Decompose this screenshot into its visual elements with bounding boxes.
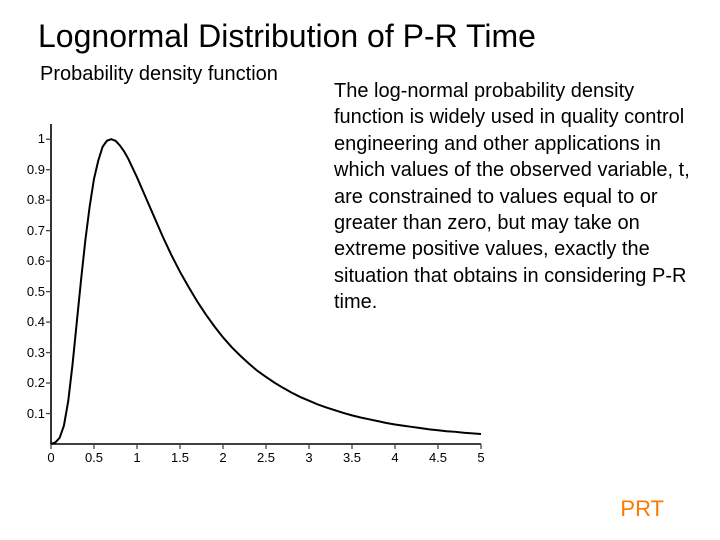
x-tick-label: 0 bbox=[36, 450, 66, 465]
x-tick-label: 2 bbox=[208, 450, 238, 465]
y-tick-label: 0.6 bbox=[15, 253, 45, 268]
x-tick-label: 0.5 bbox=[79, 450, 109, 465]
x-tick-label: 5 bbox=[466, 450, 496, 465]
y-tick-label: 0.9 bbox=[15, 162, 45, 177]
x-tick-label: 2.5 bbox=[251, 450, 281, 465]
x-tick-label: 4.5 bbox=[423, 450, 453, 465]
x-tick-label: 1 bbox=[122, 450, 152, 465]
footer-label: PRT bbox=[620, 496, 664, 522]
page-title: Lognormal Distribution of P-R Time bbox=[0, 0, 720, 55]
y-tick-label: 0.5 bbox=[15, 284, 45, 299]
y-tick-label: 0.2 bbox=[15, 375, 45, 390]
lognormal-chart: 0.1 0.2 0.3 0.4 0.5 0.6 0.7 0.8 0.9 1 0 0.5 1 1.5 2 2.5… bbox=[6, 114, 496, 474]
x-tick-label: 3.5 bbox=[337, 450, 367, 465]
x-tick-label: 3 bbox=[294, 450, 324, 465]
y-tick-label: 0.4 bbox=[15, 314, 45, 329]
chart-svg bbox=[6, 114, 496, 474]
y-tick-label: 0.1 bbox=[15, 406, 45, 421]
x-tick-label: 1.5 bbox=[165, 450, 195, 465]
y-tick-label: 0.8 bbox=[15, 192, 45, 207]
x-tick-label: 4 bbox=[380, 450, 410, 465]
y-tick-label: 1 bbox=[15, 131, 45, 146]
y-tick-label: 0.3 bbox=[15, 345, 45, 360]
y-tick-label: 0.7 bbox=[15, 223, 45, 238]
